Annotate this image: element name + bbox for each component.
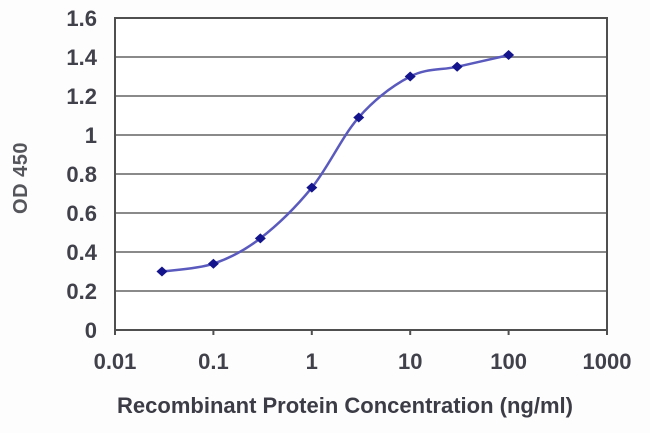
x-tick-label-1000: 1000 <box>583 349 632 374</box>
x-tick-label-1: 1 <box>306 349 318 374</box>
y-tick-label-0: 0 <box>85 318 97 343</box>
x-tick-label-0.01: 0.01 <box>94 349 137 374</box>
y-tick-label-1.2: 1.2 <box>66 84 97 109</box>
data-point-10 <box>404 71 416 82</box>
y-tick-label-1: 1 <box>85 123 97 148</box>
y-tick-label-0.2: 0.2 <box>66 279 97 304</box>
x-axis-title: Recombinant Protein Concentration (ng/ml… <box>117 393 573 418</box>
y-tick-label-0.8: 0.8 <box>66 162 97 187</box>
data-point-0.3 <box>254 233 266 244</box>
y-tick-label-0.6: 0.6 <box>66 201 97 226</box>
data-point-3 <box>353 112 365 123</box>
tick-label-layer: 0 0.2 0.4 0.6 0.8 1 1.2 1.4 1.6 0.01 0.1 1 10 100 1000 <box>66 6 631 374</box>
axis-layer <box>114 17 608 335</box>
plot-border <box>114 17 608 331</box>
data-point-30 <box>451 61 463 72</box>
y-tick-label-1.6: 1.6 <box>66 6 97 31</box>
data-point-0.03 <box>156 266 168 277</box>
data-point-100 <box>503 50 515 61</box>
x-tick-label-10: 10 <box>398 349 422 374</box>
data-series-layer <box>156 50 515 277</box>
y-tick-label-1.4: 1.4 <box>66 45 97 70</box>
x-tick-label-100: 100 <box>490 349 527 374</box>
x-tick-label-0.1: 0.1 <box>198 349 229 374</box>
y-axis-title: OD 450 <box>10 142 32 214</box>
data-point-1 <box>306 182 318 193</box>
data-point-0.1 <box>207 258 219 269</box>
y-tick-label-0.4: 0.4 <box>66 240 97 265</box>
gridline-layer <box>115 18 607 330</box>
standard-curve-line <box>161 53 509 273</box>
